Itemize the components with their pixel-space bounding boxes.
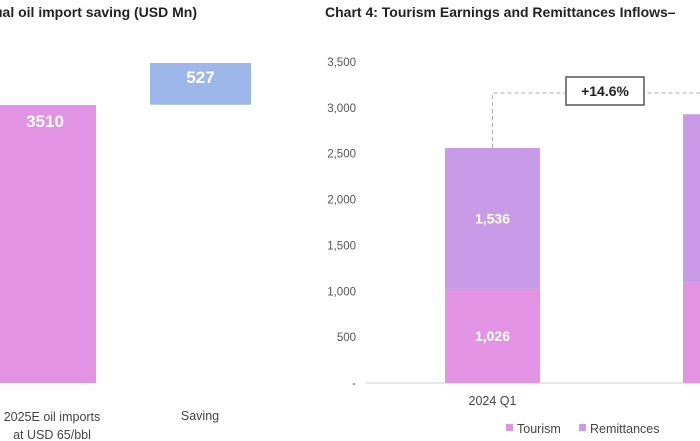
ytick-label: 2,000	[327, 195, 356, 207]
ytick-label: 3,000	[327, 103, 356, 115]
ytick-label: 1,500	[327, 240, 356, 252]
legend-label-remittances: Remittances	[590, 422, 659, 436]
bar-segment-remittances-next	[683, 114, 700, 283]
growth-box	[565, 76, 645, 106]
ytick-label: 500	[337, 332, 356, 344]
bar-saving	[150, 63, 251, 105]
bar-label-saving: 527	[186, 68, 214, 87]
bar-label-oil-imports: 3510	[26, 112, 64, 131]
xtick-oil-imports-line2: at USD 65/bbl	[13, 428, 91, 441]
ytick-label: 1,000	[327, 286, 356, 298]
xtick-saving: Saving	[181, 409, 219, 423]
data-label-tourism: 1,026	[475, 328, 510, 344]
chart2-title: Chart 4: Tourism Earnings and Remittance…	[325, 4, 676, 20]
ytick-label: -	[352, 378, 356, 390]
xtick-2024q1: 2024 Q1	[469, 394, 517, 408]
chart1-title: ual oil import saving (USD Mn)	[0, 4, 198, 20]
growth-annotation: +14.6%	[581, 83, 629, 99]
legend-swatch-tourism	[506, 424, 513, 431]
ytick-label: 3,500	[327, 57, 356, 69]
data-label-remittances: 1,536	[475, 210, 510, 226]
ytick-label: 2,500	[327, 149, 356, 161]
xtick-oil-imports-line1: 2025E oil imports	[4, 410, 101, 424]
bar-segment-remittances	[445, 148, 540, 289]
legend-swatch-remittances	[579, 424, 586, 431]
bar-segment-tourism-next	[683, 282, 700, 383]
bar-oil-imports	[0, 105, 96, 383]
legend-label-tourism: Tourism	[517, 422, 561, 436]
bar-segment-tourism	[445, 288, 540, 383]
